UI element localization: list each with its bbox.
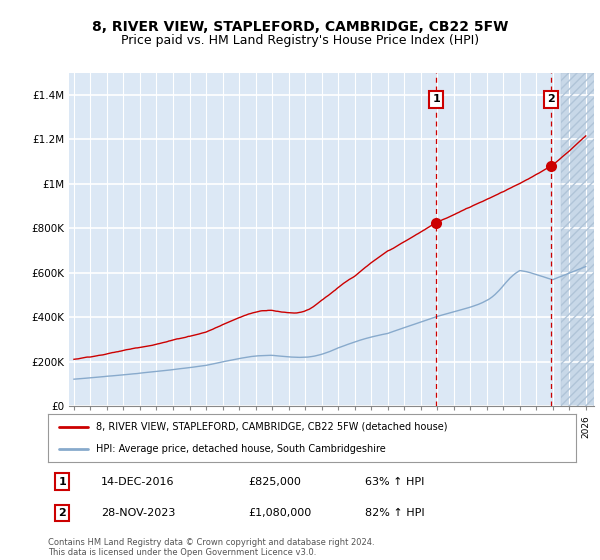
Text: 2: 2: [59, 508, 67, 518]
Text: Contains HM Land Registry data © Crown copyright and database right 2024.
This d: Contains HM Land Registry data © Crown c…: [48, 538, 374, 557]
Text: 82% ↑ HPI: 82% ↑ HPI: [365, 508, 424, 518]
Text: 8, RIVER VIEW, STAPLEFORD, CAMBRIDGE, CB22 5FW: 8, RIVER VIEW, STAPLEFORD, CAMBRIDGE, CB…: [92, 20, 508, 34]
Text: 1: 1: [433, 95, 440, 105]
Text: HPI: Average price, detached house, South Cambridgeshire: HPI: Average price, detached house, Sout…: [95, 444, 385, 454]
Text: 2: 2: [547, 95, 555, 105]
Text: 63% ↑ HPI: 63% ↑ HPI: [365, 477, 424, 487]
Text: £1,080,000: £1,080,000: [248, 508, 312, 518]
Text: 8, RIVER VIEW, STAPLEFORD, CAMBRIDGE, CB22 5FW (detached house): 8, RIVER VIEW, STAPLEFORD, CAMBRIDGE, CB…: [95, 422, 447, 432]
Bar: [561, 73, 600, 406]
Text: Price paid vs. HM Land Registry's House Price Index (HPI): Price paid vs. HM Land Registry's House …: [121, 34, 479, 46]
Text: 1: 1: [59, 477, 67, 487]
Text: 14-DEC-2016: 14-DEC-2016: [101, 477, 175, 487]
Text: £825,000: £825,000: [248, 477, 302, 487]
Text: 28-NOV-2023: 28-NOV-2023: [101, 508, 175, 518]
Bar: [561, 73, 600, 406]
